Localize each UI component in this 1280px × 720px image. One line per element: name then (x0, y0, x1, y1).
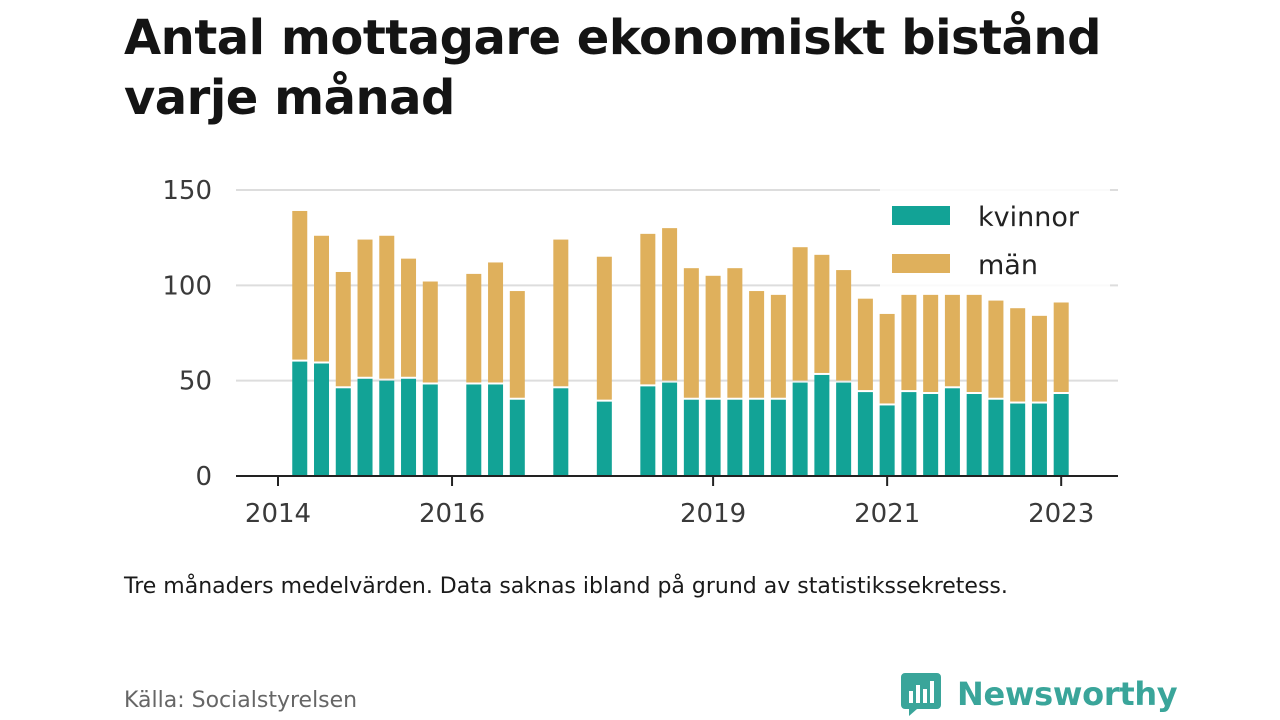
bar-man (814, 254, 830, 373)
bar-man (966, 294, 982, 393)
bar-man (857, 298, 873, 391)
bar-man (1031, 315, 1047, 402)
bar-man (553, 239, 569, 387)
bar-man (596, 256, 612, 400)
x-tick-label: 2019 (680, 499, 746, 529)
brand-name: Newsworthy (957, 675, 1178, 713)
chart-area: 0 50 100 150 2014 2016 2019 2021 2023 kvinnor män (162, 176, 1118, 529)
bar-kvinnor (379, 380, 395, 476)
y-tick-label: 0 (195, 462, 212, 492)
legend-label-man: män (978, 250, 1038, 281)
stacked-bar-chart: 0 50 100 150 2014 2016 2019 2021 2023 kvinnor män (162, 176, 1118, 529)
bar-man (749, 291, 765, 398)
bar-man (314, 235, 330, 362)
bar-man (292, 210, 308, 360)
bar-man (923, 294, 939, 393)
bar-man (770, 294, 786, 398)
bar-man (705, 275, 721, 398)
bar-man (662, 228, 678, 381)
bar-kvinnor (814, 374, 830, 476)
source-credit: Källa: Socialstyrelsen (124, 688, 358, 713)
bar-man (379, 235, 395, 379)
bar-kvinnor (749, 399, 765, 476)
bar-kvinnor (836, 382, 852, 476)
bar-man (901, 294, 917, 391)
bar-man (401, 258, 417, 377)
bar-man (335, 271, 351, 387)
bar-kvinnor (488, 384, 504, 476)
bar-kvinnor (857, 392, 873, 476)
bar-kvinnor (292, 361, 308, 476)
bar-kvinnor (988, 399, 1004, 476)
bar-kvinnor (923, 394, 939, 476)
bar-kvinnor (335, 388, 351, 476)
bar-man (357, 239, 373, 377)
bar-kvinnor (466, 384, 482, 476)
bar-kvinnor (770, 399, 786, 476)
x-tick-label: 2023 (1028, 499, 1094, 529)
bar-man (792, 247, 808, 381)
bar-kvinnor (792, 382, 808, 476)
bar-man (1010, 308, 1026, 402)
bar-man (466, 273, 482, 383)
bar-man (422, 281, 438, 383)
bar-chart-speech-bubble-icon (901, 673, 941, 716)
legend-label-kvinnor: kvinnor (978, 202, 1080, 233)
chart-title: Antal mottagare ekonomiskt bistånd varje… (124, 10, 1101, 126)
y-tick-label: 100 (162, 271, 212, 301)
brand-logo: Newsworthy (901, 668, 1178, 720)
y-tick-label: 50 (179, 367, 212, 397)
bar-kvinnor (879, 405, 895, 476)
bar-man (640, 233, 656, 385)
bar-man (727, 268, 743, 398)
bar-man (944, 294, 960, 387)
x-tick-label: 2014 (245, 499, 311, 529)
bar-kvinnor (422, 384, 438, 476)
bar-kvinnor (640, 386, 656, 476)
bar-kvinnor (662, 382, 678, 476)
bar-kvinnor (1053, 394, 1069, 476)
bar-kvinnor (944, 388, 960, 476)
legend-swatch-man (892, 254, 950, 273)
bar-man (488, 262, 504, 383)
bar-man (836, 270, 852, 381)
bar-kvinnor (1010, 403, 1026, 476)
bar-kvinnor (966, 394, 982, 476)
bar-kvinnor (357, 378, 373, 476)
bar-kvinnor (596, 401, 612, 476)
x-tick-label: 2016 (419, 499, 485, 529)
legend-swatch-kvinnor (892, 206, 950, 225)
bar-man (509, 291, 525, 398)
bar-kvinnor (705, 399, 721, 476)
bar-kvinnor (553, 388, 569, 476)
bar-man (879, 313, 895, 404)
x-tick-label: 2021 (854, 499, 920, 529)
bar-man (683, 268, 699, 398)
bar-kvinnor (727, 399, 743, 476)
chart-note: Tre månaders medelvärden. Data saknas ib… (124, 574, 1008, 599)
bar-kvinnor (314, 363, 330, 476)
bar-kvinnor (683, 399, 699, 476)
bar-kvinnor (1031, 403, 1047, 476)
bar-kvinnor (401, 378, 417, 476)
y-tick-label: 150 (162, 176, 212, 206)
bar-man (988, 300, 1004, 398)
bar-man (1053, 302, 1069, 393)
bar-kvinnor (509, 399, 525, 476)
bar-kvinnor (901, 392, 917, 476)
